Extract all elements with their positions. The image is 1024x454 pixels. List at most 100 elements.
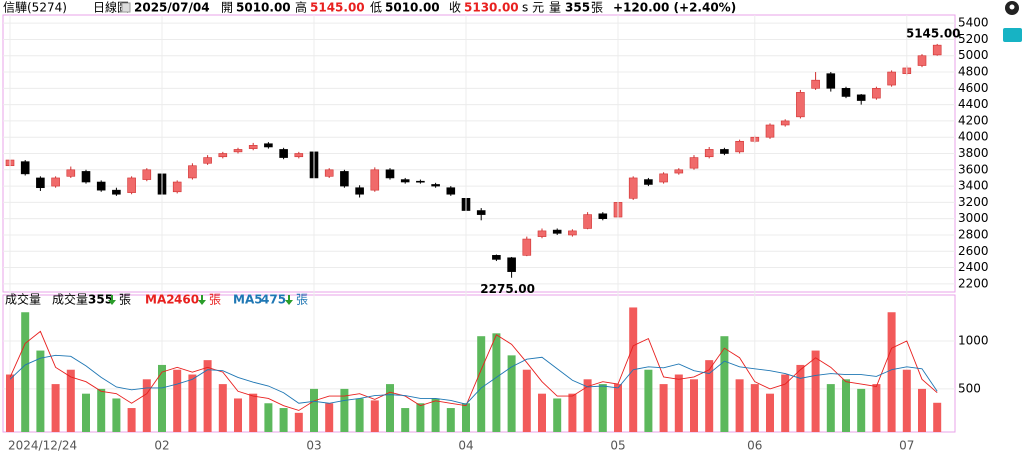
volume-bar: [811, 350, 820, 432]
volume-bar: [36, 350, 45, 432]
label: 低: [370, 1, 382, 15]
y-tick-label: 4800: [958, 65, 989, 79]
candle-body: [628, 177, 638, 199]
volume-bar: [522, 369, 531, 432]
volume-bar: [249, 393, 258, 432]
period: 日線圖: [93, 0, 129, 15]
volume-bar: [355, 398, 364, 432]
candle-body: [476, 210, 486, 215]
volume-bar: [918, 388, 926, 432]
candle-body: [841, 88, 851, 97]
volume-legend: 成交量 成交量 355 張 MA2 460 張 MA5 475 張: [5, 292, 308, 307]
x-tick-label: 06: [747, 439, 762, 453]
legend-name: MA5: [233, 293, 263, 307]
candle-body: [233, 149, 243, 153]
volume-bar: [158, 364, 166, 432]
volume-bar: [750, 384, 759, 432]
candle-body: [279, 149, 288, 158]
volume-bar: [644, 369, 653, 432]
y-tick-label: 5000: [958, 48, 989, 62]
price-annotation: 2275.00: [480, 282, 535, 296]
volume-bar: [21, 312, 30, 432]
candle-body: [51, 177, 60, 187]
volume-bar: [6, 374, 14, 432]
down-arrow: [198, 295, 206, 305]
volume-bar: [781, 374, 790, 432]
candle-body: [780, 120, 790, 126]
candle-body: [66, 169, 76, 177]
candle-body: [172, 181, 182, 193]
volume-bar: [659, 384, 668, 432]
label: 收: [449, 1, 461, 15]
candle-body: [370, 169, 380, 191]
date: 2025/07/04: [134, 1, 210, 15]
y-tick-label: 4600: [958, 81, 989, 95]
high: 5145.00: [310, 1, 365, 15]
volume-bar: [826, 384, 835, 432]
volume-bar: [66, 369, 75, 432]
candle-body: [20, 161, 30, 175]
y-tick-label: 5400: [958, 16, 989, 30]
candle-body: [142, 169, 152, 180]
candle-body: [568, 230, 577, 236]
candle-body: [765, 124, 775, 138]
volume-bar: [173, 369, 182, 432]
candle-body: [127, 177, 136, 193]
x-tick-label: 04: [458, 439, 473, 453]
candle-body: [704, 149, 714, 158]
volume-bar: [598, 384, 607, 432]
candle-body: [492, 255, 501, 260]
candle-body: [431, 184, 440, 187]
candle-body: [218, 153, 228, 158]
candle-body: [36, 177, 45, 189]
volume-bar: [446, 408, 455, 432]
volume-bar: [325, 403, 334, 432]
candle-body: [796, 92, 805, 118]
candle-body: [720, 149, 729, 154]
volume-bar: [583, 379, 592, 432]
candle-body: [583, 214, 592, 229]
y-tick-label: 4000: [958, 130, 989, 144]
unit: 張: [209, 293, 221, 307]
candle-body: [811, 79, 820, 89]
volume-bar: [234, 398, 242, 432]
volume-bar: [97, 388, 106, 432]
icon[interactable]: [121, 2, 131, 13]
candle-body: [203, 157, 212, 164]
panel-icon[interactable]: [1003, 28, 1022, 42]
y-tick-label: 2800: [958, 227, 989, 241]
volume-bar: [264, 403, 273, 432]
volume-bar: [294, 412, 303, 432]
price-annotation: 5145.00: [906, 26, 961, 40]
candle-body: [826, 73, 836, 89]
candle-body: [507, 257, 516, 272]
volume-bar: [568, 393, 577, 432]
x-tick-label: 2024/12/24: [8, 439, 77, 453]
volume-bar: [218, 384, 227, 432]
volume-bar: [370, 400, 379, 432]
y-tick-label: 3200: [958, 195, 989, 209]
volume-bar: [492, 333, 501, 432]
down-arrow: [108, 295, 116, 305]
stock-name: 信驊(5274): [3, 1, 67, 15]
volume-bar: [674, 374, 683, 432]
volume-bar: [766, 393, 774, 432]
x-tick-label: 02: [154, 439, 169, 453]
volume-bar: [720, 336, 729, 432]
candle-body: [400, 179, 410, 183]
open: 5010.00: [236, 1, 291, 15]
candle-body: [537, 230, 547, 237]
header: 信驊(5274) 日線圖 2025/07/04 開 5010.00 高 5145…: [3, 0, 736, 15]
label: 量: [549, 1, 561, 15]
candle-body: [81, 171, 91, 183]
volume-bar: [796, 364, 805, 432]
legend-name: MA2: [145, 293, 175, 307]
volume-bar: [431, 398, 440, 432]
panel-title: 成交量: [5, 292, 41, 307]
candle-body: [96, 181, 106, 191]
legend-value: 355: [88, 293, 113, 307]
y-tick-label: 4200: [958, 113, 989, 127]
label: 高: [295, 0, 307, 15]
candle-body: [872, 88, 881, 99]
